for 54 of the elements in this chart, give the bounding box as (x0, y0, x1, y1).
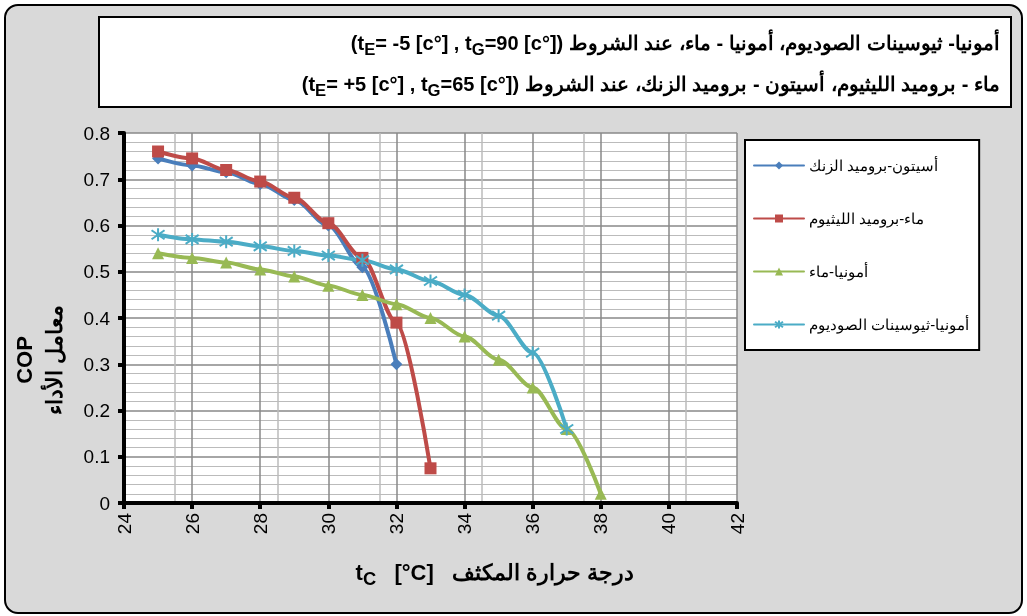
y-tick-label: 0.7 (83, 168, 110, 190)
y-tick-label: 0.1 (83, 446, 110, 468)
point (390, 298, 403, 311)
point (423, 273, 438, 289)
point (150, 227, 166, 243)
point (390, 316, 403, 329)
x-tick-label: 36 (522, 513, 544, 535)
point (356, 288, 369, 301)
x-tick-label: 24 (113, 512, 135, 535)
point (186, 152, 199, 165)
point (320, 248, 336, 264)
y-tick-label: 0 (99, 492, 110, 514)
point (152, 247, 165, 260)
point (491, 308, 507, 324)
point (492, 353, 505, 366)
y-tick-label: 0.4 (83, 307, 111, 329)
x-tick-label: 40 (658, 513, 680, 535)
legend-label: أمونيا-ماء (809, 262, 868, 281)
x-tick-label: 42 (726, 513, 748, 535)
y-tick-label: 0.5 (83, 261, 110, 283)
point (186, 251, 199, 264)
point (424, 462, 437, 475)
x-tick-label: 26 (181, 513, 203, 535)
x-tick-label: 28 (249, 513, 271, 535)
point (288, 270, 301, 283)
legend-label: أسيتون-بروميد الزنك (809, 156, 939, 175)
point (252, 238, 268, 254)
point (184, 231, 200, 247)
point (354, 252, 370, 268)
point (322, 279, 335, 292)
point (254, 263, 267, 276)
y-tick-label: 0.3 (83, 353, 110, 375)
legend-label: ماء-بروميد الليثيوم (809, 210, 925, 228)
x-tick-label: 38 (590, 513, 612, 535)
point (220, 256, 233, 269)
point (390, 358, 403, 371)
x-tick-label: 30 (317, 513, 339, 535)
point (286, 243, 302, 259)
point (388, 261, 404, 277)
x-tick-label: 34 (454, 512, 476, 535)
point (525, 345, 541, 361)
point (152, 145, 165, 158)
y-tick-label: 0.6 (83, 215, 110, 236)
y-axis-title: COP معامل الأداء (11, 303, 68, 418)
legend-label: أمونيا-ثيوسينات الصوديوم (809, 315, 970, 334)
point (457, 287, 473, 303)
y-tick-label: 0.8 (83, 122, 110, 144)
point (424, 312, 437, 324)
point (218, 234, 234, 250)
point (526, 381, 539, 394)
x-tick-label: 32 (385, 513, 407, 535)
y-tick-label: 0.2 (83, 400, 110, 421)
point (594, 487, 607, 500)
point (458, 330, 471, 343)
